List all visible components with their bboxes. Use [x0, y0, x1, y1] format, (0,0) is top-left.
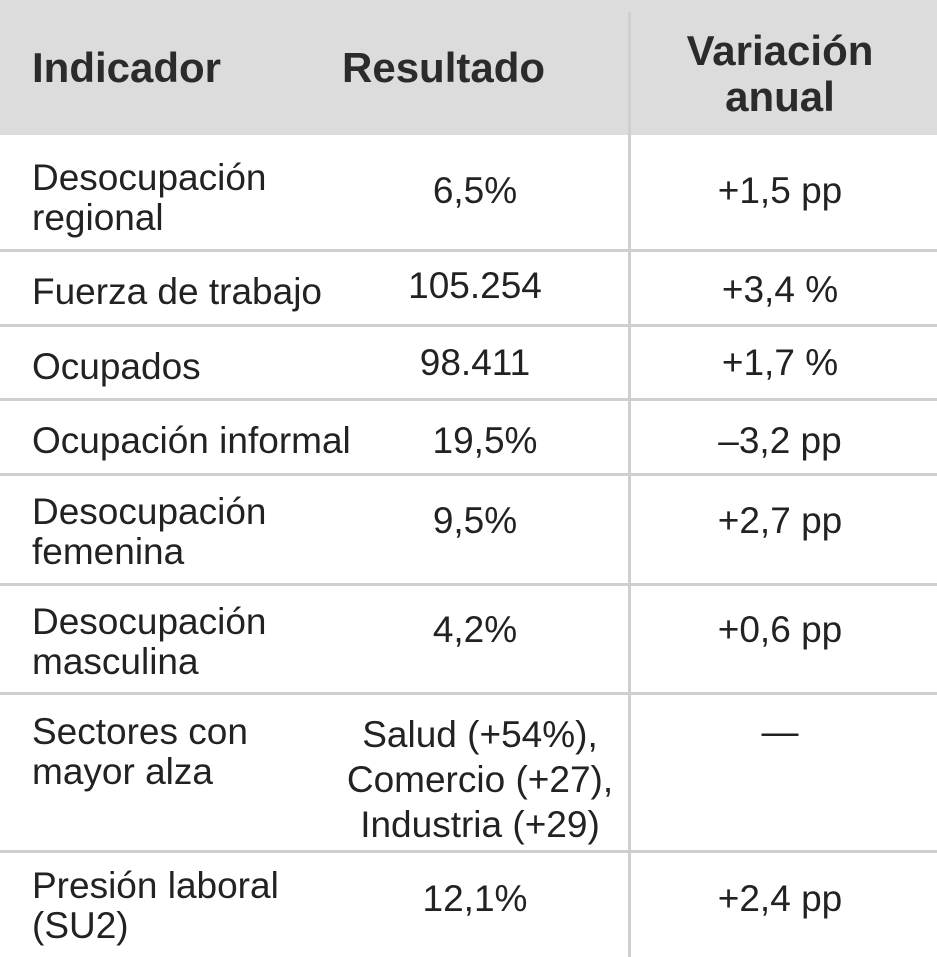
cell-resultado: 19,5% [432, 420, 538, 461]
cell-indicador: Fuerza de trabajo [32, 271, 323, 312]
header-variacion: Variación anual [686, 27, 874, 120]
cell-indicador: Desocupación masculina [32, 601, 267, 682]
cell-variacion: –3,2 pp [718, 420, 842, 461]
cell-resultado: 9,5% [432, 500, 518, 541]
cell-variacion: +1,5 pp [717, 170, 843, 211]
table-row: Ocupados 98.411 +1,7 % [0, 324, 937, 398]
table-header: Indicador Resultado Variación anual [0, 0, 937, 135]
cell-indicador: Desocupación regional [32, 157, 267, 238]
table-row: Fuerza de trabajo 105.254 +3,4 % [0, 249, 937, 324]
cell-indicador: Ocupación informal [32, 420, 351, 461]
cell-indicador: Presión laboral (SU2) [32, 865, 279, 946]
table-row: Desocupación femenina 9,5% +2,7 pp [0, 473, 937, 583]
cell-indicador: Ocupados [32, 346, 201, 387]
table-row: Sectores con mayor alza Salud (+54%), Co… [0, 692, 937, 850]
table-row: Presión laboral (SU2) 12,1% +2,4 pp [0, 850, 937, 957]
table-row: Desocupación masculina 4,2% +0,6 pp [0, 583, 937, 692]
cell-resultado: 6,5% [432, 170, 518, 211]
cell-variacion: +0,6 pp [717, 609, 843, 650]
cell-variacion: +3,4 % [721, 269, 839, 310]
header-indicador: Indicador [32, 44, 222, 91]
column-divider [628, 12, 631, 957]
table-row: Desocupación regional 6,5% +1,5 pp [0, 135, 937, 249]
cell-indicador: Desocupación femenina [32, 491, 267, 572]
cell-variacion: +2,7 pp [717, 500, 843, 541]
header-resultado: Resultado [342, 44, 546, 91]
cell-resultado: 105.254 [408, 265, 542, 306]
cell-variacion: +2,4 pp [717, 878, 843, 919]
cell-resultado: 4,2% [432, 609, 518, 650]
cell-resultado: 12,1% [422, 878, 528, 919]
cell-resultado: 98.411 [419, 342, 531, 383]
cell-variacion: +1,7 % [721, 342, 839, 383]
cell-variacion: — [761, 711, 799, 752]
cell-indicador: Sectores con mayor alza [32, 711, 248, 792]
table-row: Ocupación informal 19,5% –3,2 pp [0, 398, 937, 473]
cell-resultado: Salud (+54%), Comercio (+27), Industria … [346, 714, 614, 845]
